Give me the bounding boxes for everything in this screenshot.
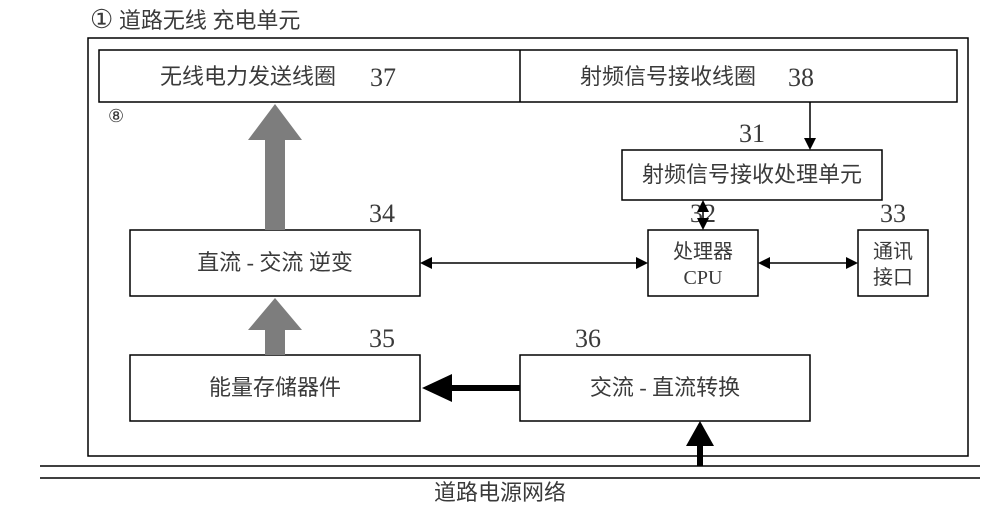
box-35-num: 35 bbox=[369, 324, 395, 353]
box-32-label-bottom: CPU bbox=[684, 267, 723, 289]
box-33-label-bottom: 接口 bbox=[873, 266, 913, 289]
box-38-label: 射频信号接收线圈 bbox=[580, 64, 756, 89]
box-36-num: 36 bbox=[575, 324, 601, 353]
inner-marker: ⑧ bbox=[108, 106, 124, 126]
box-31-label: 射频信号接收处理单元 bbox=[642, 162, 862, 187]
diagram-title: ① 道路无线 充电单元 bbox=[90, 5, 300, 34]
box-35-label: 能量存储器件 bbox=[209, 375, 341, 400]
box-32-label-top: 处理器 bbox=[673, 240, 733, 263]
diagram-canvas: ① 道路无线 充电单元 ⑧ 无线电力发送线圈 37 射频信号接收线圈 38 31… bbox=[0, 0, 1000, 515]
box-34-label: 直流 - 交流 逆变 bbox=[197, 250, 353, 275]
box-33-label-top: 通讯 bbox=[873, 240, 913, 263]
box-36-label: 交流 - 直流转换 bbox=[590, 375, 740, 400]
footer-label: 道路电源网络 bbox=[434, 480, 566, 505]
box-31-num: 31 bbox=[739, 119, 765, 148]
box-34-num: 34 bbox=[369, 199, 395, 228]
box-37-num: 37 bbox=[370, 63, 396, 92]
box-38-num: 38 bbox=[788, 63, 814, 92]
box-33-num: 33 bbox=[880, 199, 906, 228]
box-37-label: 无线电力发送线圈 bbox=[160, 64, 336, 89]
